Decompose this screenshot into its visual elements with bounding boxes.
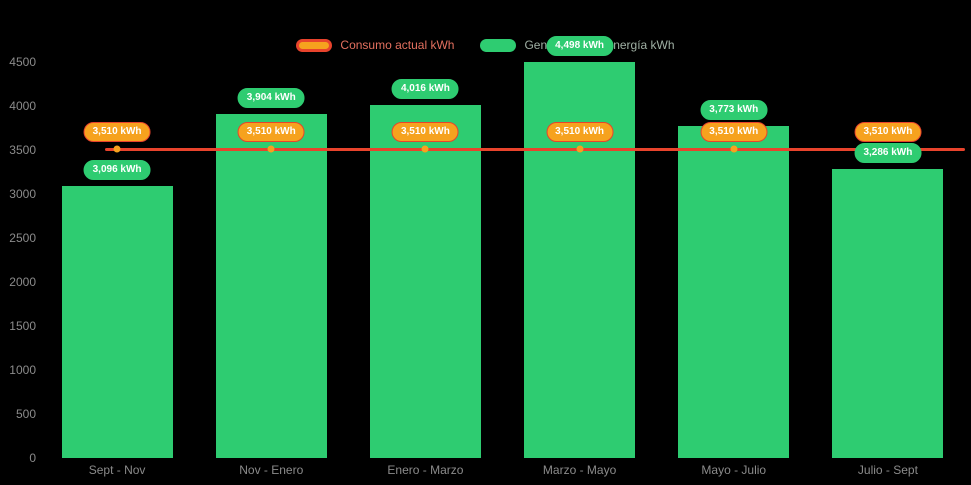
bar[interactable] (832, 168, 944, 458)
line-point-dot[interactable] (421, 145, 429, 153)
line-point-dot[interactable] (576, 145, 584, 153)
x-tick-label: Marzo - Mayo (542, 463, 617, 477)
x-tick-label: Nov - Enero (239, 463, 304, 477)
bar[interactable] (61, 185, 173, 458)
y-tick-label: 1500 (9, 319, 36, 333)
x-tick-label: Julio - Sept (857, 463, 918, 477)
x-axis: Sept - Nov Nov - Enero Enero - Marzo Marzo … (40, 463, 965, 483)
generation-value-label: 4,498 kWh (546, 36, 614, 57)
y-tick-label: 2000 (9, 275, 36, 289)
bar[interactable] (369, 104, 481, 458)
generation-value-label: 3,286 kWh (854, 142, 922, 163)
generation-value-label: 3,773 kWh (700, 99, 768, 120)
y-tick-label: 3000 (9, 187, 36, 201)
consumption-value-label: 3,510 kWh (237, 122, 305, 143)
y-tick-label: 0 (29, 451, 36, 465)
generation-value-label: 3,096 kWh (83, 159, 151, 180)
x-tick-label: Enero - Marzo (387, 463, 464, 477)
consumo-swatch-icon (296, 38, 333, 52)
y-tick-label: 500 (15, 407, 36, 421)
bar[interactable] (215, 114, 327, 458)
y-tick-label: 4000 (9, 99, 36, 113)
line-point-dot[interactable] (267, 145, 275, 153)
x-tick-label: Mayo - Julio (701, 463, 767, 477)
generation-value-label: 3,904 kWh (237, 88, 305, 109)
line-point-dot[interactable] (113, 145, 121, 153)
x-tick-label: Sept - Nov (88, 463, 146, 477)
consumption-value-label: 3,510 kWh (700, 122, 768, 143)
consumption-line (105, 147, 965, 151)
consumption-value-label: 3,510 kWh (391, 122, 459, 143)
plot-area: 3,510 kWh 3,096 kWh 3,510 kWh 3,904 kWh 3,51… (40, 36, 965, 458)
legend: Consumo actual kWh Generación de energía… (0, 38, 971, 52)
generation-value-label: 4,016 kWh (391, 78, 459, 99)
consumption-value-label: 3,510 kWh (546, 122, 614, 143)
consumption-value-label: 3,510 kWh (83, 122, 151, 143)
y-tick-label: 1000 (9, 363, 36, 377)
y-tick-label: 2500 (9, 231, 36, 245)
y-axis: 0 500 1000 1500 2000 2500 3000 3500 4000 4500 (0, 0, 38, 485)
legend-label-consumo: Consumo actual kWh (340, 38, 455, 52)
line-point-dot[interactable] (730, 145, 738, 153)
consumption-value-label: 3,510 kWh (854, 122, 922, 143)
y-tick-label: 3500 (9, 143, 36, 157)
y-tick-label: 4500 (9, 55, 36, 69)
generacion-swatch-icon (480, 38, 517, 52)
legend-item-consumo[interactable]: Consumo actual kWh (296, 38, 454, 52)
bar[interactable] (678, 125, 790, 458)
